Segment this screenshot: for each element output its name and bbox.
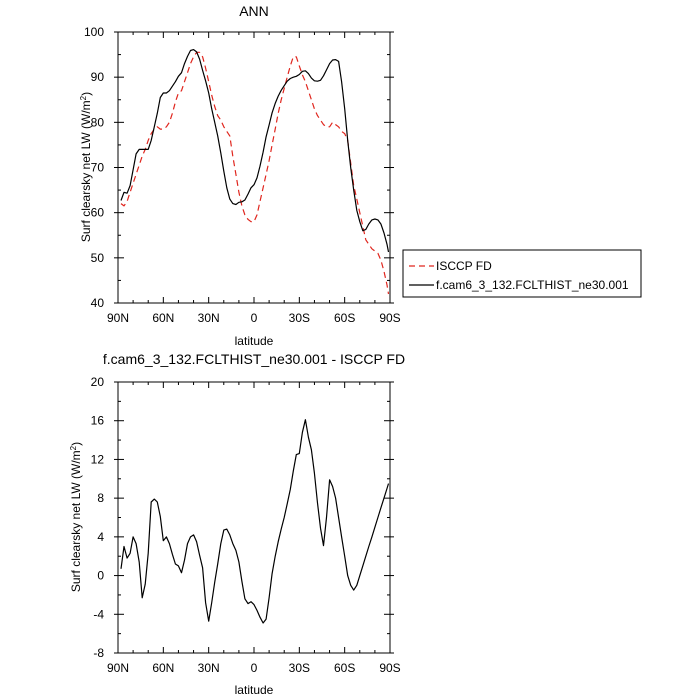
top-chart-title: ANN (239, 3, 269, 19)
top-x-tick-label: 90N (107, 311, 129, 325)
bottom-x-tick-label: 30N (198, 661, 220, 675)
top-y-tick-label: 40 (91, 296, 105, 310)
bottom-y-tick-label: 0 (97, 569, 104, 583)
bottom-y-tick-label: -8 (93, 646, 104, 660)
top-y-tick-label: 90 (91, 70, 105, 84)
bottom-panel: f.cam6_3_132.FCLTHIST_ne30.001 - ISCCP F… (69, 351, 406, 697)
top-y-tick-label: 60 (91, 206, 105, 220)
bottom-series-layer (120, 419, 390, 624)
top-y-tick-label: 80 (91, 115, 105, 129)
top-x-tick-label: 60N (152, 311, 174, 325)
bottom-y-tick-label: 20 (91, 375, 105, 389)
top-plot-frame (117, 31, 391, 304)
top-y-tick-label: 50 (91, 251, 105, 265)
bottom-x-tick-label: 60N (152, 661, 174, 675)
bottom-plot-frame (117, 381, 391, 654)
bottom-series-line-0 (120, 419, 390, 624)
bottom-x-tick-label: 0 (251, 661, 258, 675)
bottom-x-tick-label: 30S (289, 661, 310, 675)
top-panel: ANN 90N 60N 30N 0 30S 60S 90S 40 50 60 70 80 90 100 l… (79, 3, 642, 348)
legend-box (402, 249, 642, 298)
bottom-y-tick-label: 4 (97, 530, 104, 544)
bottom-axis-ticks: 90N 60N 30N 0 30S 60S 90S -8 -4 0 4 8 12 16 20 (91, 375, 401, 675)
bottom-y-axis-label: Surf clearsky net LW (W/m2) (69, 442, 84, 592)
top-x-axis-label: latitude (235, 334, 274, 348)
top-x-tick-label: 60S (334, 311, 355, 325)
top-x-tick-label: 0 (251, 311, 258, 325)
top-x-tick-label: 30N (198, 311, 220, 325)
legend: ISCCP FD f.cam6_3_132.FCLTHIST_ne30.001 (402, 249, 642, 298)
bottom-x-tick-label: 60S (334, 661, 355, 675)
bottom-x-tick-label: 90S (379, 661, 400, 675)
bottom-y-tick-label: 8 (97, 491, 104, 505)
top-series-line-0 (120, 51, 390, 295)
top-x-tick-label: 90S (379, 311, 400, 325)
top-axis-ticks: 90N 60N 30N 0 30S 60S 90S 40 50 60 70 80 90 100 (84, 25, 401, 325)
bottom-x-axis-label: latitude (235, 683, 274, 697)
bottom-y-tick-label: -4 (93, 607, 104, 621)
legend-entry-isccp: ISCCP FD (436, 259, 492, 273)
bottom-y-tick-label: 16 (91, 414, 105, 428)
top-x-tick-label: 30S (289, 311, 310, 325)
top-series-line-1 (120, 48, 390, 253)
top-y-axis-label: Surf clearsky net LW (W/m2) (79, 92, 94, 242)
bottom-chart-title: f.cam6_3_132.FCLTHIST_ne30.001 - ISCCP F… (103, 351, 405, 367)
bottom-y-tick-label: 12 (91, 452, 105, 466)
top-series-layer (120, 48, 390, 295)
bottom-x-tick-label: 90N (107, 661, 129, 675)
top-y-tick-label: 100 (84, 25, 104, 39)
legend-entry-model: f.cam6_3_132.FCLTHIST_ne30.001 (436, 278, 629, 292)
top-y-tick-label: 70 (91, 161, 105, 175)
